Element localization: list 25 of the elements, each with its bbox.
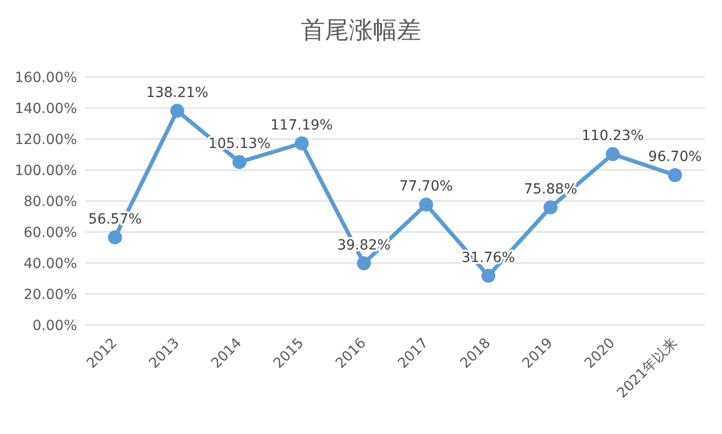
data-label: 77.70%	[399, 178, 453, 195]
point	[294, 136, 309, 150]
point	[108, 230, 122, 244]
point	[544, 200, 558, 214]
point	[668, 168, 682, 182]
y-tick-label: 100.00%	[14, 162, 77, 179]
point	[356, 256, 371, 270]
chart-title: 首尾涨幅差	[300, 15, 422, 46]
data-label: 138.21%	[146, 84, 208, 101]
y-tick-label: 0.00%	[32, 318, 77, 334]
point	[419, 198, 434, 212]
y-tick-label: 80.00%	[24, 194, 77, 210]
y-tick-label: 120.00%	[14, 132, 77, 148]
y-tick-label: 160.00%	[14, 70, 77, 86]
point	[481, 268, 496, 283]
y-tick-label: 20.00%	[24, 286, 77, 303]
data-label: 96.70%	[648, 149, 702, 166]
data-label: 117.19%	[270, 117, 333, 134]
point	[606, 147, 620, 162]
y-tick-label: 140.00%	[14, 100, 77, 117]
y-tick-label: 40.00%	[24, 256, 77, 272]
point	[170, 104, 184, 118]
point	[232, 155, 246, 170]
y-tick-label: 60.00%	[24, 224, 77, 241]
data-label: 110.23%	[582, 128, 644, 144]
